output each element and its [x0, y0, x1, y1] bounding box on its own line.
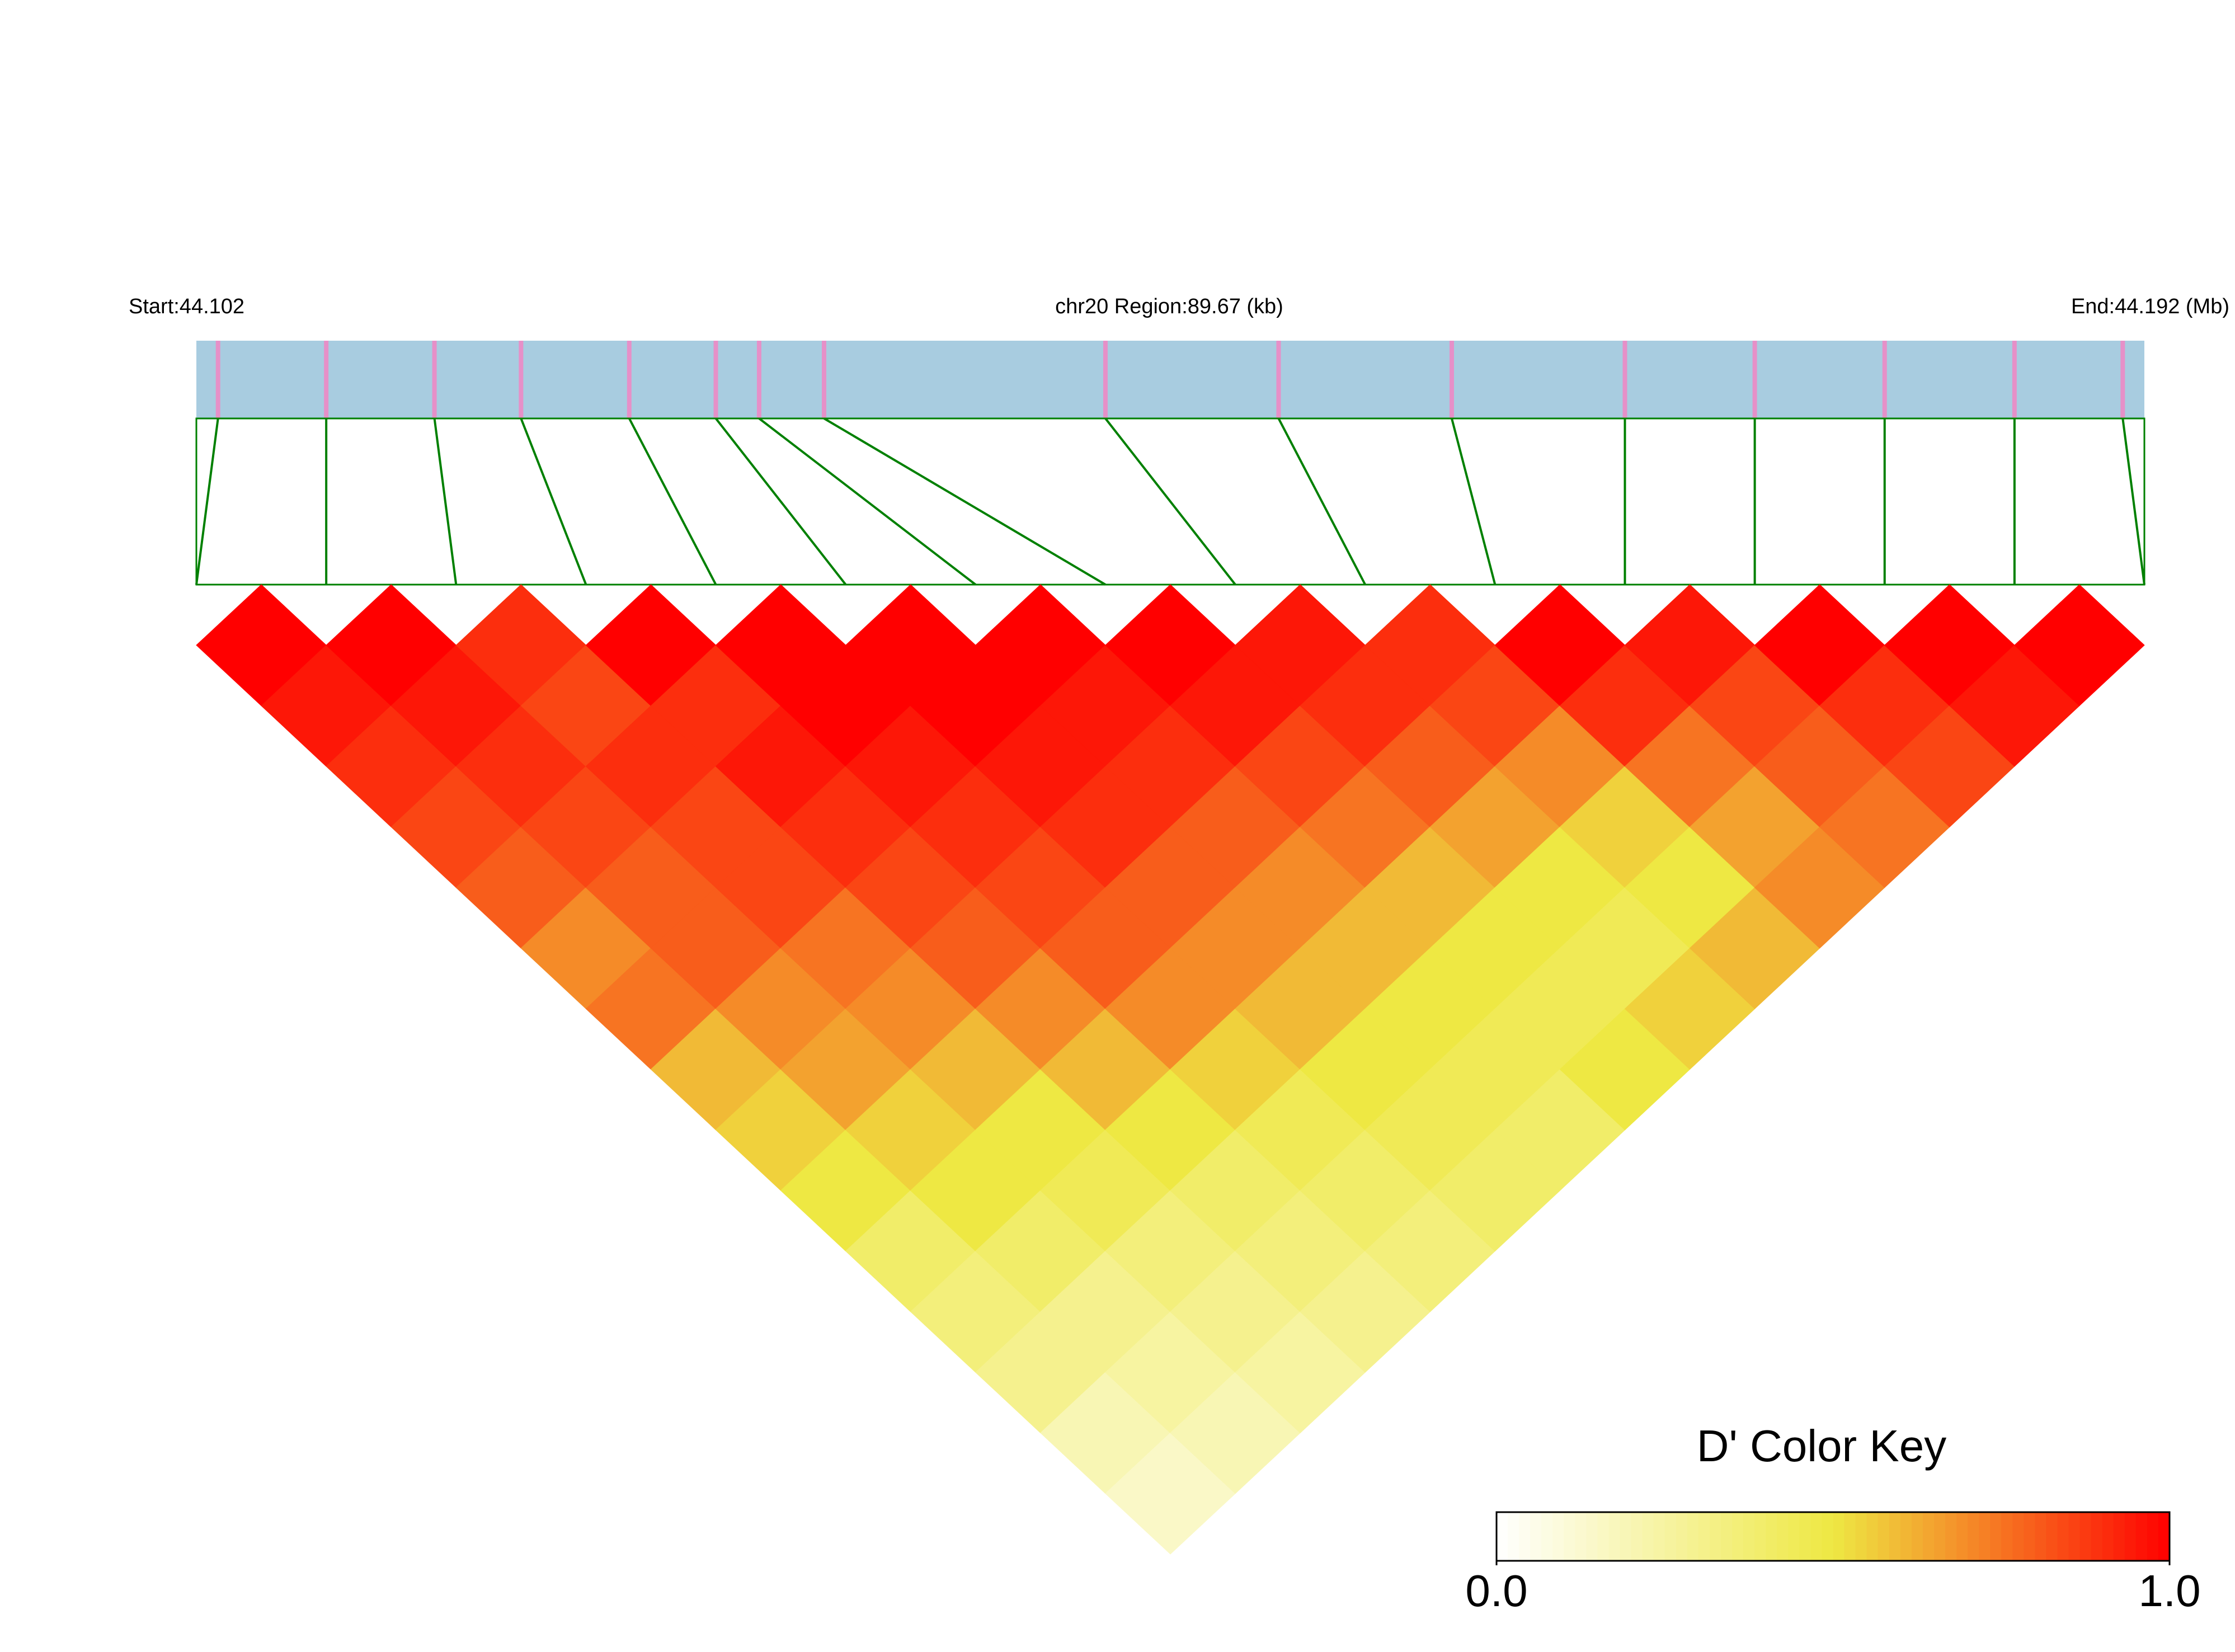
snp-link — [1277, 418, 1366, 585]
key-swatch — [2147, 1512, 2159, 1561]
key-swatch — [2124, 1512, 2137, 1561]
key-swatch — [2079, 1512, 2092, 1561]
key-swatch — [1766, 1512, 1777, 1561]
snp-link — [628, 418, 717, 585]
key-swatch — [2012, 1512, 2024, 1561]
key-swatch — [2001, 1512, 2013, 1561]
key-swatch — [1530, 1512, 1542, 1561]
key-swatch — [2091, 1512, 2103, 1561]
key-swatch — [1799, 1512, 1811, 1561]
key-swatch — [1911, 1512, 1923, 1561]
snp-link — [520, 418, 587, 585]
key-swatch — [1788, 1512, 1800, 1561]
key-swatch — [1642, 1512, 1654, 1561]
key-swatch — [1597, 1512, 1609, 1561]
key-swatch — [1754, 1512, 1766, 1561]
snp-link — [195, 418, 219, 585]
key-swatch — [1822, 1512, 1833, 1561]
key-swatch — [1541, 1512, 1553, 1561]
key-swatch — [2158, 1512, 2170, 1561]
key-swatch — [1990, 1512, 2002, 1561]
key-swatch — [1709, 1512, 1721, 1561]
snp-link — [433, 418, 458, 585]
key-swatch — [1653, 1512, 1665, 1561]
key-swatch — [1631, 1512, 1643, 1561]
key-swatch — [1664, 1512, 1677, 1561]
key-swatch — [1866, 1512, 1879, 1561]
key-tick-label: 1.0 — [2138, 1566, 2200, 1616]
key-swatch — [2024, 1512, 2035, 1561]
key-swatch — [1564, 1512, 1575, 1561]
key-swatch — [1687, 1512, 1699, 1561]
key-swatch — [1777, 1512, 1789, 1561]
start-label: Start:44.102 — [129, 295, 244, 318]
key-swatch — [1620, 1512, 1632, 1561]
key-swatch — [1979, 1512, 1991, 1561]
end-label: End:44.192 (Mb) — [2071, 295, 2229, 318]
key-swatch — [1508, 1512, 1519, 1561]
snp-link — [1451, 418, 1497, 585]
key-swatch — [1933, 1512, 1946, 1561]
key-swatch — [1945, 1512, 1957, 1561]
key-frame — [1495, 1511, 2171, 1562]
snp-track — [196, 341, 2144, 418]
key-swatch — [1833, 1512, 1845, 1561]
key-swatch — [1698, 1512, 1710, 1561]
key-swatch — [2113, 1512, 2125, 1561]
key-title: D' Color Key — [1697, 1421, 1947, 1471]
key-swatch — [1956, 1512, 1968, 1561]
snp-link — [1104, 417, 1236, 586]
key-swatch — [1732, 1512, 1744, 1561]
key-swatch — [1552, 1512, 1564, 1561]
snp-link — [2121, 418, 2145, 585]
snp-link — [823, 417, 1106, 586]
key-swatch — [1497, 1512, 1508, 1561]
key-swatch — [1575, 1512, 1587, 1561]
key-swatch — [2135, 1512, 2148, 1561]
key-swatch — [1519, 1512, 1531, 1561]
key-swatch — [1810, 1512, 1822, 1561]
key-swatch — [1844, 1512, 1856, 1561]
key-swatch — [1889, 1512, 1901, 1561]
key-swatch — [1878, 1512, 1890, 1561]
key-swatch — [2035, 1512, 2046, 1561]
key-swatch — [1721, 1512, 1733, 1561]
key-swatch — [1586, 1512, 1598, 1561]
key-swatch — [1900, 1512, 1912, 1561]
key-swatch — [2057, 1512, 2069, 1561]
key-tick-label: 0.0 — [1465, 1566, 1527, 1616]
key-swatch — [1922, 1512, 1935, 1561]
key-swatch — [2102, 1512, 2114, 1561]
key-swatch — [1676, 1512, 1688, 1561]
region-label: chr20 Region:89.67 (kb) — [1055, 295, 1283, 318]
ld-cell — [2014, 584, 2145, 707]
key-swatch — [1855, 1512, 1867, 1561]
key-swatch — [2046, 1512, 2058, 1561]
key-swatch — [1608, 1512, 1621, 1561]
key-swatch — [1968, 1512, 1979, 1561]
snp-link — [758, 417, 977, 586]
snp-link — [714, 417, 847, 586]
key-swatch — [1743, 1512, 1755, 1561]
key-swatch — [2068, 1512, 2081, 1561]
